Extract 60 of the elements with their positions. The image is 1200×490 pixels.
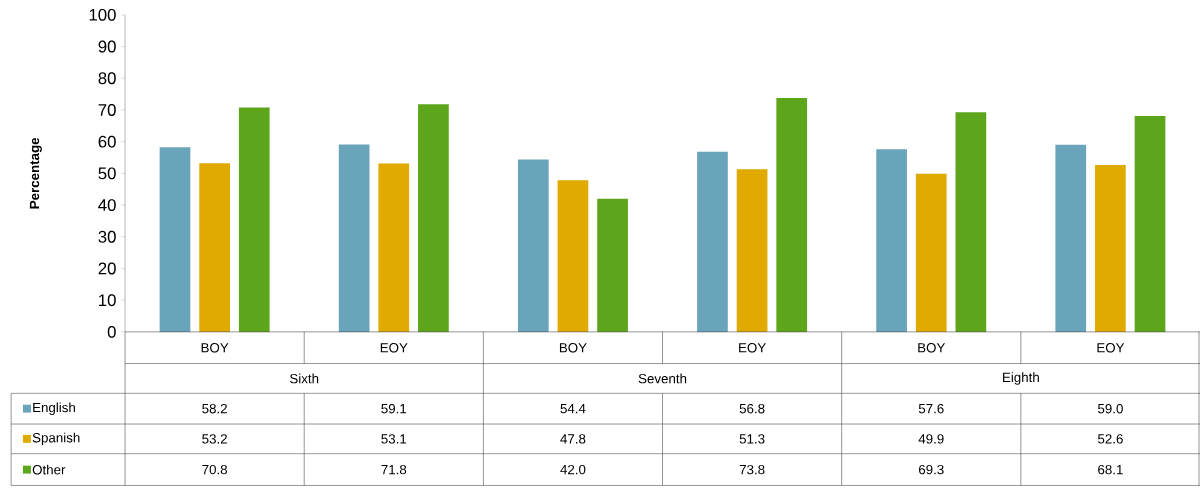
data-label: 49.9 bbox=[918, 433, 944, 444]
bar bbox=[517, 159, 549, 332]
data-label: 71.8 bbox=[381, 464, 407, 475]
data-label: 54.4 bbox=[560, 403, 586, 414]
data-label: 73.8 bbox=[739, 464, 765, 475]
data-label: 47.8 bbox=[560, 433, 586, 444]
y-tick-label: 70 bbox=[98, 103, 116, 116]
y-tick-label: 90 bbox=[98, 40, 116, 53]
data-label: 42.0 bbox=[560, 464, 586, 475]
x-tick-label: BOY bbox=[201, 342, 229, 353]
y-tick-label: 30 bbox=[98, 230, 116, 243]
x-tick-label: EOY bbox=[1097, 342, 1125, 353]
y-tick-label: 100 bbox=[89, 8, 116, 21]
bar bbox=[557, 180, 589, 332]
text: Sixth bbox=[290, 373, 319, 384]
data-label: 52.6 bbox=[1097, 433, 1123, 444]
data-label: 69.3 bbox=[918, 464, 944, 475]
bar bbox=[876, 149, 907, 332]
legend-label: English bbox=[33, 402, 75, 415]
y-tick-label: 40 bbox=[98, 198, 116, 211]
bar bbox=[915, 173, 947, 332]
bar bbox=[597, 198, 628, 332]
x-tick-label: BOY bbox=[918, 342, 946, 353]
y-tick-label: 60 bbox=[98, 135, 116, 148]
bar bbox=[238, 107, 270, 332]
y-tick-label: 10 bbox=[99, 294, 116, 306]
text: Seventh bbox=[638, 373, 687, 384]
data-label: 59.0 bbox=[1097, 403, 1123, 414]
bar bbox=[159, 147, 191, 332]
data-label: 57.6 bbox=[918, 403, 944, 414]
data-label: 53.1 bbox=[381, 433, 407, 444]
bar bbox=[1095, 164, 1126, 332]
data-label: 68.1 bbox=[1098, 464, 1123, 475]
y-tick-label: 80 bbox=[98, 72, 116, 84]
bar bbox=[199, 163, 230, 332]
x-tick-label: EOY bbox=[739, 342, 766, 353]
x-tick-label: EOY bbox=[380, 342, 408, 353]
data-label: 70.8 bbox=[202, 464, 228, 475]
bar bbox=[697, 151, 728, 332]
bar bbox=[1134, 115, 1166, 332]
data-label: 51.3 bbox=[739, 433, 765, 444]
bar bbox=[338, 144, 370, 332]
legend-label: Spanish bbox=[32, 432, 80, 445]
bar bbox=[418, 104, 449, 332]
x-tick-label: BOY bbox=[559, 342, 587, 353]
bar bbox=[1055, 144, 1087, 332]
y-tick-label: 0 bbox=[107, 325, 116, 338]
data-label: 53.2 bbox=[202, 433, 227, 444]
bar bbox=[736, 169, 768, 332]
data-label: 58.2 bbox=[202, 403, 227, 414]
bar bbox=[776, 97, 808, 332]
data-label: 56.8 bbox=[739, 403, 765, 414]
bar bbox=[378, 163, 410, 332]
data-label: 59.1 bbox=[381, 403, 407, 414]
legend-label: Other bbox=[32, 464, 66, 475]
y-tick-label: 20 bbox=[98, 262, 116, 275]
bar bbox=[955, 111, 987, 332]
y-tick-label: 50 bbox=[98, 167, 116, 180]
y-axis-title: Percentage bbox=[29, 137, 42, 209]
text: Eighth bbox=[1003, 372, 1039, 385]
